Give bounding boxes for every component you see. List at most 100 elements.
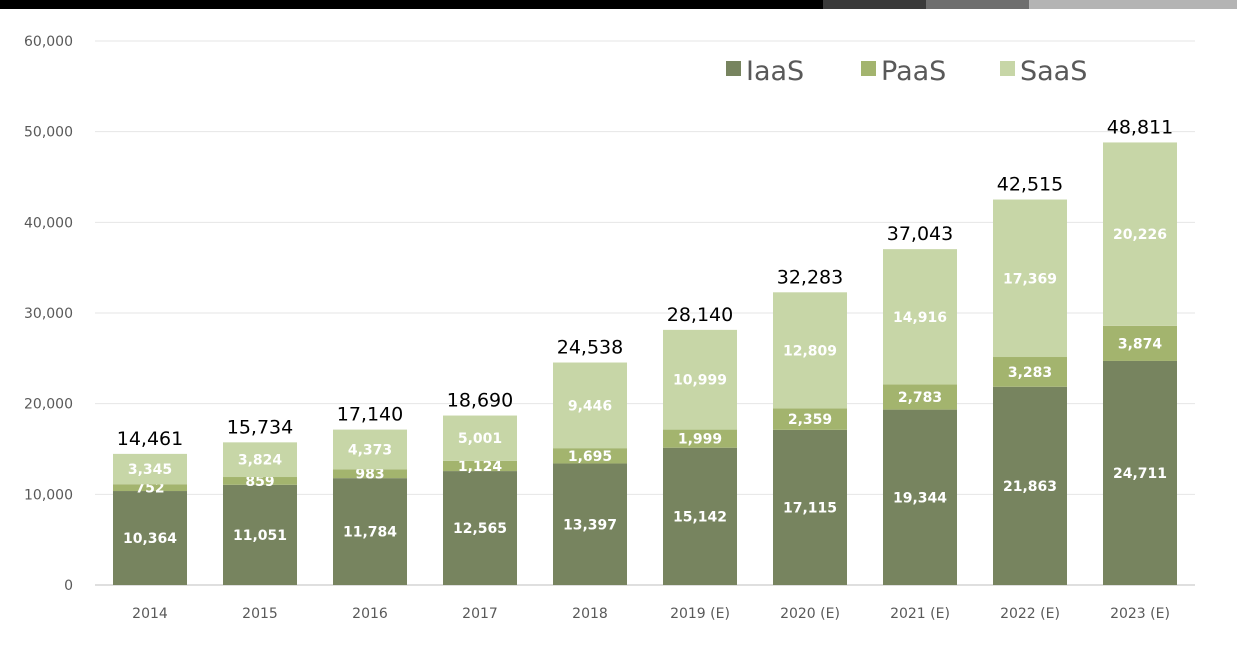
bar-saas xyxy=(663,329,737,430)
data-label-paas: 1,124 xyxy=(458,459,503,475)
top-border-segment xyxy=(926,0,1029,9)
data-label-paas: 983 xyxy=(355,467,384,483)
total-label: 32,283 xyxy=(777,266,843,288)
data-label-iaas: 11,051 xyxy=(233,528,287,544)
total-label: 14,461 xyxy=(117,428,183,450)
total-label: 24,538 xyxy=(557,337,623,359)
bar-paas xyxy=(883,384,957,410)
data-label-iaas: 19,344 xyxy=(893,490,947,506)
x-tick-label: 2023 (E) xyxy=(1110,606,1170,622)
bar-paas xyxy=(993,357,1067,387)
bar-paas xyxy=(333,469,407,479)
total-label: 48,811 xyxy=(1107,116,1173,138)
data-label-iaas: 12,565 xyxy=(453,521,507,537)
top-border-segment xyxy=(0,0,823,9)
x-axis: 2014 2015 2016 2017 2018 2019 (E) 2020 (E) 2021… xyxy=(132,606,1170,622)
data-label-saas: 12,809 xyxy=(783,343,837,359)
total-label: 28,140 xyxy=(667,304,733,326)
data-label-saas: 17,369 xyxy=(1003,271,1057,287)
bar-paas xyxy=(223,477,297,485)
bar-iaas xyxy=(113,491,187,585)
bar-saas xyxy=(993,199,1067,358)
y-tick-label: 50,000 xyxy=(24,125,73,141)
data-label-paas: 3,874 xyxy=(1118,336,1163,352)
total-label: 37,043 xyxy=(887,223,953,245)
y-tick-label: 10,000 xyxy=(24,487,73,503)
x-tick-label: 2014 xyxy=(132,606,168,622)
data-label-iaas: 13,397 xyxy=(563,517,617,533)
legend-label-iaas: IaaS xyxy=(746,56,804,87)
y-axis: 0 10,000 20,000 30,000 40,000 50,000 60,000 xyxy=(24,34,73,594)
x-tick-label: 2018 xyxy=(572,606,608,622)
data-label-paas: 859 xyxy=(245,474,274,490)
legend-swatch-iaas xyxy=(726,61,741,76)
bar-saas xyxy=(773,292,847,409)
x-tick-label: 2016 xyxy=(352,606,388,622)
data-label-saas: 20,226 xyxy=(1113,227,1167,243)
data-label-iaas: 24,711 xyxy=(1113,466,1167,482)
x-tick-label: 2020 (E) xyxy=(780,606,840,622)
top-border-segment xyxy=(823,0,926,9)
bar-saas xyxy=(553,362,627,449)
bar-iaas xyxy=(993,386,1067,585)
bar-iaas xyxy=(443,471,517,585)
data-label-iaas: 17,115 xyxy=(783,500,837,516)
data-label-paas: 1,695 xyxy=(568,449,612,465)
total-label: 15,734 xyxy=(227,416,293,438)
total-label: 17,140 xyxy=(337,404,403,426)
data-label-iaas: 15,142 xyxy=(673,509,727,525)
data-label-paas: 2,359 xyxy=(788,412,832,428)
data-label-paas: 2,783 xyxy=(898,390,942,406)
data-label-iaas: 11,784 xyxy=(343,525,397,541)
bar-iaas xyxy=(1103,360,1177,585)
total-label: 18,690 xyxy=(447,390,513,412)
bar-saas xyxy=(113,453,187,485)
bar-iaas xyxy=(663,447,737,585)
y-tick-label: 40,000 xyxy=(24,215,73,231)
bar-paas xyxy=(1103,325,1177,361)
bar-iaas xyxy=(883,409,957,585)
bar-paas xyxy=(553,448,627,464)
top-border-segment xyxy=(1029,0,1237,9)
legend: IaaS PaaS SaaS xyxy=(726,56,1087,87)
data-label-saas: 14,916 xyxy=(893,310,947,326)
top-border-bar xyxy=(0,0,1237,9)
bar-saas xyxy=(443,415,517,461)
legend-swatch-saas xyxy=(1000,61,1015,76)
total-label: 42,515 xyxy=(997,174,1063,196)
y-tick-label: 60,000 xyxy=(24,34,73,50)
x-tick-label: 2015 xyxy=(242,606,278,622)
x-tick-label: 2017 xyxy=(462,606,498,622)
bar-iaas xyxy=(333,478,407,585)
legend-label-saas: SaaS xyxy=(1020,56,1087,87)
data-label-saas: 3,824 xyxy=(238,453,283,469)
data-label-saas: 3,345 xyxy=(128,462,172,478)
legend-swatch-paas xyxy=(861,61,876,76)
data-label-saas: 9,446 xyxy=(568,398,612,414)
legend-label-paas: PaaS xyxy=(881,56,946,87)
bar-paas xyxy=(663,429,737,448)
bars: 10,364 752 3,345 14,461 11,051 859 3,824 15,734… xyxy=(113,116,1177,585)
data-label-saas: 5,001 xyxy=(458,431,502,447)
bar-saas xyxy=(223,442,297,478)
y-tick-label: 30,000 xyxy=(24,306,73,322)
data-label-iaas: 21,863 xyxy=(1003,479,1057,495)
data-label-saas: 10,999 xyxy=(673,373,727,389)
bar-iaas xyxy=(553,463,627,585)
x-tick-label: 2021 (E) xyxy=(890,606,950,622)
bar-saas xyxy=(883,249,957,385)
data-label-paas: 3,283 xyxy=(1008,365,1052,381)
y-tick-label: 0 xyxy=(64,578,73,594)
bar-paas xyxy=(773,408,847,430)
bar-saas xyxy=(1103,142,1177,326)
data-label-iaas: 10,364 xyxy=(123,531,177,547)
bar-iaas xyxy=(223,484,297,585)
data-label-paas: 1,999 xyxy=(678,432,722,448)
bar-saas xyxy=(333,429,407,470)
bar-paas xyxy=(443,460,517,472)
bar-paas xyxy=(113,484,187,492)
data-label-saas: 4,373 xyxy=(348,442,392,458)
data-label-paas: 752 xyxy=(135,481,164,497)
y-tick-label: 20,000 xyxy=(24,397,73,413)
